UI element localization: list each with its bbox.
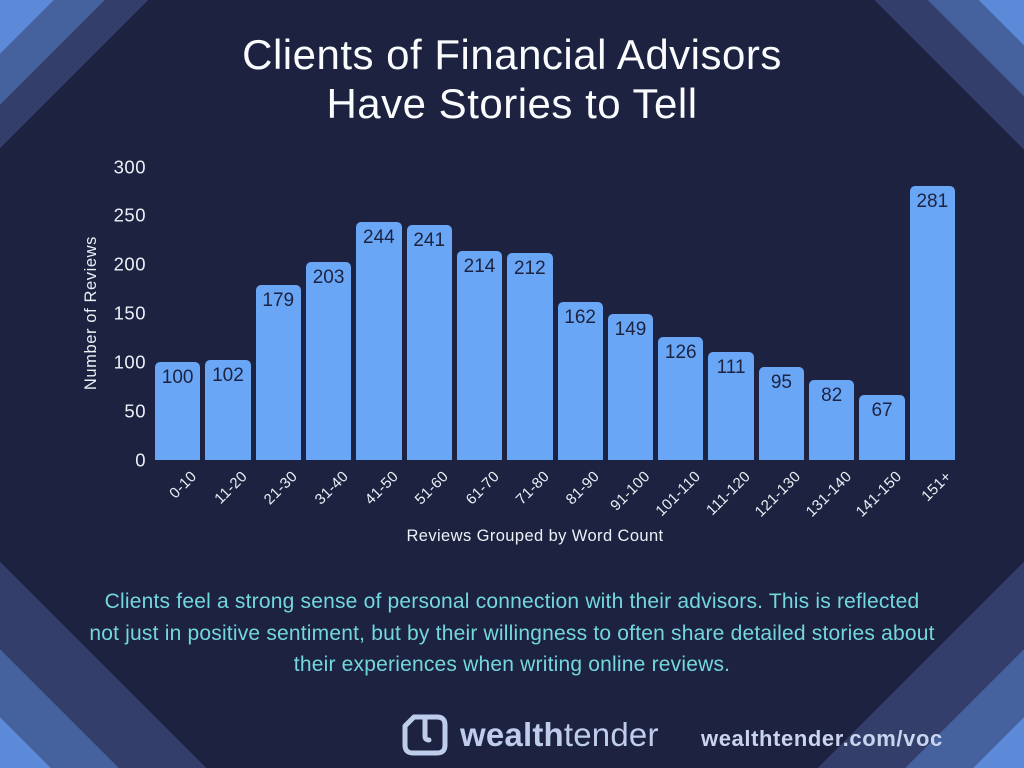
bar-value-label: 67 [871,399,893,421]
bar: 179 [255,285,301,460]
bar-value-label: 162 [564,306,596,328]
bar-slot: 214 61-70 [456,167,503,508]
wealthtender-wordmark: wealthtender [460,716,659,754]
website-url: wealthtender.com/voc [701,726,943,751]
wealthtender-glass-icon [402,714,448,756]
bar: 241 [406,224,452,460]
page-title-line2: Have Stories to Tell [326,80,698,128]
bar: 214 [456,251,503,460]
bar-value-label: 82 [821,384,843,406]
bar-slot: 212 71-80 [507,167,553,508]
bar-slot: 149 91-100 [607,167,654,514]
bar: 67 [859,394,905,460]
bar-slot: 281 151+ [909,167,955,505]
bar-slot: 179 21-30 [255,167,301,508]
bar-value-label: 244 [363,226,395,248]
bar-slot: 241 51-60 [406,167,452,508]
bar-value-label: 126 [664,341,697,363]
bar: 95 [758,367,805,460]
brand-bold: wealth [460,716,564,753]
y-axis-tick-label: 200 [113,253,146,275]
brand-light: tender [563,716,659,753]
x-axis-title: Reviews Grouped by Word Count [406,527,664,545]
y-axis-tick-label: 150 [113,302,146,324]
bar-slot: 82 131-140 [802,167,855,520]
bar: 212 [507,252,553,460]
x-axis-tick-label: 61-70 [462,468,503,509]
y-axis-title: Number of Reviews [80,167,102,460]
bar-slot: 111 111-120 [703,167,754,519]
insight-paragraph: Clients feel a strong sense of personal … [89,590,935,676]
bar-value-label: 95 [770,372,792,394]
y-axis-title-text: Number of Reviews [81,236,100,391]
page-title: Clients of Financial Advisors Have Stori… [0,30,1024,128]
bar-value-label: 214 [463,256,496,277]
bar-value-label: 179 [262,290,295,312]
bar-slot: 162 81-90 [557,167,603,508]
bar: 203 [305,261,352,460]
y-axis-tick-label: 100 [113,351,146,373]
bar: 100 [155,362,201,460]
bar-slot: 100 0-10 [155,167,201,502]
y-axis-tick-label: 0 [135,448,146,470]
wealthtender-logo: wealthtender [399,712,659,758]
bar: 126 [658,336,704,460]
y-axis-tick-label: 50 [124,399,146,421]
bar-slot: 203 31-40 [305,167,352,508]
bar: 149 [607,314,654,460]
bar: 82 [809,379,855,460]
bar: 102 [205,360,251,460]
bar-slot: 102 11-20 [205,167,251,507]
bar-value-label: 102 [212,365,244,387]
y-axis-tick-label: 300 [113,155,146,177]
bar-value-label: 241 [413,229,446,251]
bar-value-label: 100 [161,367,194,389]
bars: 100 0-10 102 11-20 179 21-30 203 31-40 244 41-50 2… [155,167,955,520]
bar-value-label: 281 [916,190,949,212]
page-title-line1: Clients of Financial Advisors [242,31,782,78]
bar-slot: 126 101-110 [652,167,704,520]
y-axis-tick-label: 250 [113,204,146,226]
y-axis-ticks: 0 50 100 150 200 250 300 [58,157,146,468]
bar-value-label: 203 [312,266,345,288]
bar-chart: 100 0-10 102 11-20 179 21-30 203 31-40 244 41-50 2… [155,167,955,520]
bar-value-label: 212 [513,257,546,279]
bar: 162 [557,301,603,460]
bar-slot: 244 41-50 [356,167,402,508]
bar: 281 [909,185,955,460]
x-axis-tick-label: 71-80 [512,468,553,509]
bar: 244 [356,221,402,460]
bar-value-label: 111 [716,356,746,378]
bar-value-label: 149 [614,319,647,341]
bar-slot: 95 121-130 [752,167,805,520]
bar: 111 [708,351,754,460]
bar-slot: 67 141-150 [853,167,905,520]
